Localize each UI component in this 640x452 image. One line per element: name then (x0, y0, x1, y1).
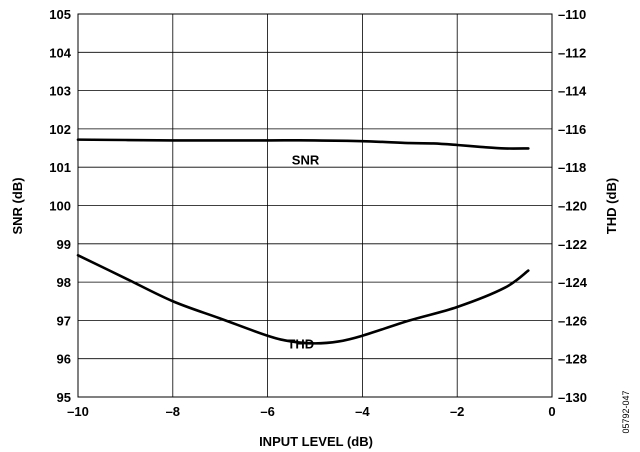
y-right-tick-label: –122 (558, 237, 587, 252)
y-left-tick-label: 96 (57, 352, 71, 367)
x-tick-label: –8 (166, 404, 180, 419)
y-right-tick-label: –114 (558, 84, 587, 99)
y-right-tick-label: –112 (558, 45, 586, 60)
series-label-thd: THD (287, 336, 314, 351)
y-right-tick-label: –124 (558, 275, 588, 290)
y-left-tick-label: 95 (57, 390, 71, 405)
y-left-tick-label: 102 (49, 122, 71, 137)
y-right-tick-label: –120 (558, 199, 587, 214)
y-right-axis-label: THD (dB) (604, 178, 619, 234)
x-tick-label: –10 (67, 404, 89, 419)
x-tick-labels: –10 –8 –6 –4 –2 0 (67, 404, 555, 419)
y-left-tick-label: 98 (57, 275, 71, 290)
x-tick-label: 0 (548, 404, 555, 419)
y-right-tick-label: –126 (558, 313, 587, 328)
y-left-tick-label: 101 (49, 160, 71, 175)
y-left-tick-label: 103 (49, 84, 71, 99)
series-line-thd (78, 255, 528, 343)
y-left-tick-label: 97 (57, 313, 71, 328)
y-right-tick-label: –110 (558, 7, 586, 22)
y-left-axis-label: SNR (dB) (10, 177, 25, 234)
y-right-tick-labels: –130 –128 –126 –124 –122 –120 –118 –116 –114 –112… (558, 7, 588, 405)
x-tick-label: –4 (355, 404, 370, 419)
series-label-snr: SNR (292, 153, 320, 168)
y-right-tick-label: –118 (558, 160, 586, 175)
y-right-tick-label: –128 (558, 352, 587, 367)
figure-code: 05792-047 (621, 390, 631, 433)
series-line-snr (78, 140, 528, 149)
x-tick-label: –2 (450, 404, 464, 419)
y-left-tick-label: 104 (49, 45, 71, 60)
y-left-tick-label: 99 (57, 237, 71, 252)
y-left-tick-label: 100 (49, 199, 71, 214)
y-right-tick-label: –130 (558, 390, 587, 405)
y-left-tick-label: 105 (49, 7, 71, 22)
x-tick-label: –6 (260, 404, 274, 419)
annotations: SNR THD (287, 153, 319, 352)
x-axis-label: INPUT LEVEL (dB) (259, 434, 373, 449)
grid (78, 14, 552, 397)
y-left-tick-labels: 95 96 97 98 99 100 101 102 103 104 105 (49, 7, 71, 405)
series-group (78, 140, 528, 344)
y-right-tick-label: –116 (558, 122, 586, 137)
